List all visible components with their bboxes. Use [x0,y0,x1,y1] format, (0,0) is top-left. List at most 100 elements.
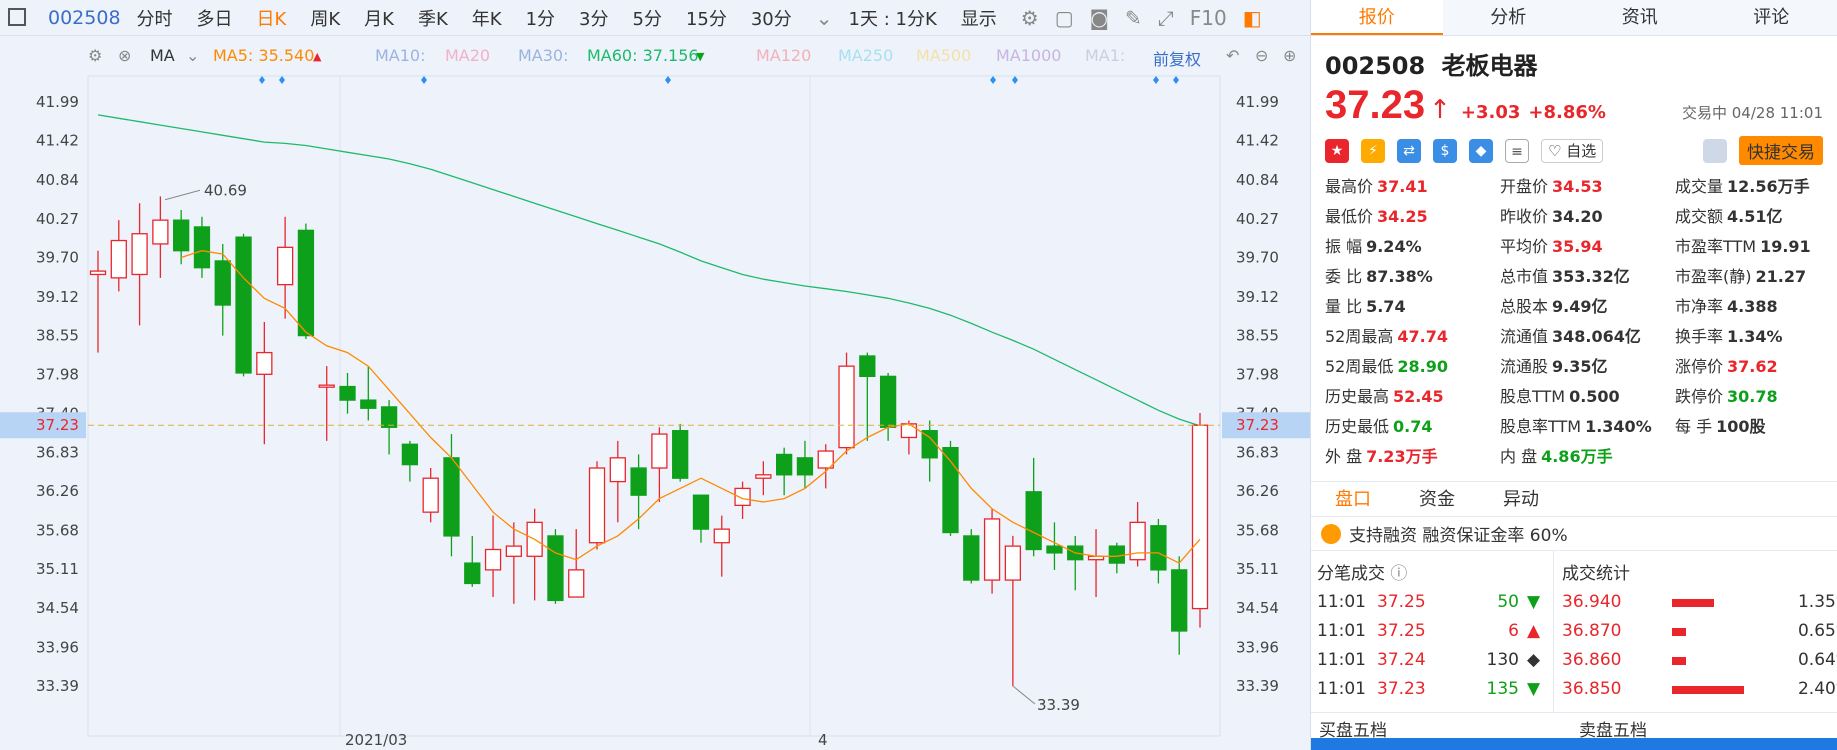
y-tick-label-right: 37.98 [1236,365,1279,383]
y-tick-label-left: 41.42 [36,132,79,150]
candle-body [921,430,938,459]
camera-icon[interactable]: ◙ [1089,5,1109,30]
quote-header: 002508 老板电器 37.23 ↑ +3.03 +8.86% 交易中 04/… [1311,36,1837,128]
sidebar-toggle-icon[interactable] [8,8,26,26]
low-annotation-leader [1012,685,1036,705]
y-tick-label-left: 35.11 [36,560,79,578]
y-tick-label-right: 40.27 [1236,210,1279,228]
stat-cell: 换手率 1.34% [1675,323,1825,347]
chevron-down-icon[interactable]: ⌄ [186,46,200,65]
frame-icon[interactable]: ▢ [1054,5,1074,30]
tab-quote[interactable]: 报价 [1311,0,1443,35]
period-tab[interactable]: 分时 [136,8,173,30]
adjust-select[interactable]: 前复权 [1153,50,1202,69]
display-menu[interactable]: 显示 [960,8,997,30]
candlestick-chart[interactable]: 41.99 41.99 41.42 41.42 40.84 40.84 40.27 40.27… [0,36,1310,750]
period-tab[interactable]: 季K [417,8,448,30]
y-tick-label-right: 34.54 [1236,599,1279,617]
stat-value: 87.38% [1366,267,1433,286]
tick-row: 11:01 37.24 130 ◆ [1317,646,1547,675]
stat-label: 每 手 [1675,417,1713,436]
f10-button[interactable]: F10 [1189,5,1227,30]
period-tab[interactable]: 月K [364,8,394,30]
stat-label: 换手率 [1675,327,1724,346]
period-tab[interactable]: 年K [471,8,502,30]
tab-capital[interactable]: 资金 [1419,489,1455,510]
candle-body [588,467,606,544]
tick-row: 11:01 37.25 50 ▼ [1317,588,1547,617]
tab-analysis[interactable]: 分析 [1490,7,1527,28]
period-tab[interactable]: 3分 [579,8,609,30]
pen-icon[interactable]: ✎ [1125,5,1142,30]
candle-body [443,457,460,537]
shuffle-icon[interactable]: ⇄ [1397,138,1421,163]
favorite-button[interactable]: ♡ 自选 [1541,138,1604,163]
period-tab[interactable]: 30分 [750,8,792,30]
settings-icon[interactable]: ⚙ [88,46,103,65]
ma5-label: MA5: 35.540 [213,46,315,65]
close-icon[interactable]: ⊗ [118,46,132,65]
stat-value: 12.56万手 [1727,177,1810,196]
undo-icon[interactable]: ↶ [1226,46,1240,65]
bell-icon[interactable] [1703,138,1727,163]
quick-trade-button[interactable]: 快捷交易 [1739,136,1823,165]
candle-body [89,270,107,276]
tick-row: 11:01 37.25 6 ▲ [1317,617,1547,646]
stat-label: 成交量 [1675,177,1724,196]
tag-icon[interactable]: ◆ [1469,138,1493,163]
stat-value: 4.86万手 [1541,447,1613,466]
period-tab[interactable]: 周K [310,8,341,30]
stat-label: 量 比 [1325,297,1363,316]
panel-toggle-icon[interactable]: ◧ [1242,5,1262,30]
candle-body [193,226,211,269]
help-icon[interactable]: ⓘ [1390,564,1408,584]
trade-stats[interactable]: 成交统计 36.9401.35%36.8700.65%36.8600.64%36… [1554,551,1837,712]
tick-time: 11:01 [1317,592,1366,612]
stat-value: 47.74 [1397,327,1448,346]
stat-label: 最高价 [1325,177,1374,196]
tick-list[interactable]: 分笔成交 ⓘ 11:01 37.25 50 ▼ 11:01 37.25 6 ▲ 11:01 37.… [1311,551,1554,712]
stat-label: 昨收价 [1500,207,1549,226]
candle-body [817,450,834,469]
candle-body [505,545,522,557]
note-icon[interactable]: ≡ [1505,138,1529,163]
candle-body [713,528,730,544]
chevron-down-icon[interactable]: ⌄ [815,5,833,30]
settings-icon[interactable]: ⚙ [1020,5,1039,30]
stat-cell: 市盈率(静) 21.27 [1675,263,1825,287]
zoom-out-icon[interactable]: ⊖ [1255,46,1269,65]
interval-select[interactable]: 1天 : 1分K [848,8,937,30]
stat-cell: 成交额 4.51亿 [1675,203,1825,227]
stat-cell: 总市值 353.32亿 [1500,263,1675,287]
period-tab[interactable]: 1分 [525,8,556,30]
period-tab[interactable]: 5分 [632,8,662,30]
dollar-icon[interactable]: $ [1433,138,1457,163]
quote-stats: 最高价 37.41 开盘价 34.53 成交量 12.56万手 最低价 34.25 昨收价 34.… [1311,165,1837,467]
period-tab[interactable]: 多日 [196,8,233,30]
stat-value: 30.78 [1727,387,1778,406]
fullscreen-icon[interactable]: ⤢ [1157,5,1174,30]
buy-book-label: 买盘五档 [1319,721,1387,741]
tab-news[interactable]: 资讯 [1621,7,1658,28]
y-tick-label-left: 40.84 [36,171,79,189]
y-tick-label-left: 36.83 [36,443,79,461]
tab-comments[interactable]: 评论 [1753,7,1790,28]
candle-body [256,351,273,375]
lightning-icon[interactable]: ⚡ [1361,138,1385,163]
stat-label: 市净率 [1675,297,1724,316]
indicator-select[interactable]: MA [150,46,175,65]
kline-chart-area[interactable]: ⚙ ⊗ MA ⌄ MA5: 35.540 ▲ MA10: MA20 MA30: … [0,36,1310,750]
stat-label: 总市值 [1500,267,1549,286]
stat-label: 市盈率(静) [1675,267,1752,286]
flag-icon[interactable]: ★ [1325,138,1349,163]
tab-anomaly[interactable]: 异动 [1503,489,1539,510]
stat-value: 34.53 [1552,177,1603,196]
period-tab-active[interactable]: 日K [256,8,287,30]
candle-body [318,384,335,388]
y-tick-label-right: 35.68 [1236,521,1279,539]
period-tab[interactable]: 15分 [685,8,727,30]
price-change: +3.03 [1460,102,1521,123]
stat-bar-track [1672,675,1792,704]
tab-orderbook[interactable]: 盘口 [1335,489,1371,510]
zoom-in-icon[interactable]: ⊕ [1283,46,1297,65]
